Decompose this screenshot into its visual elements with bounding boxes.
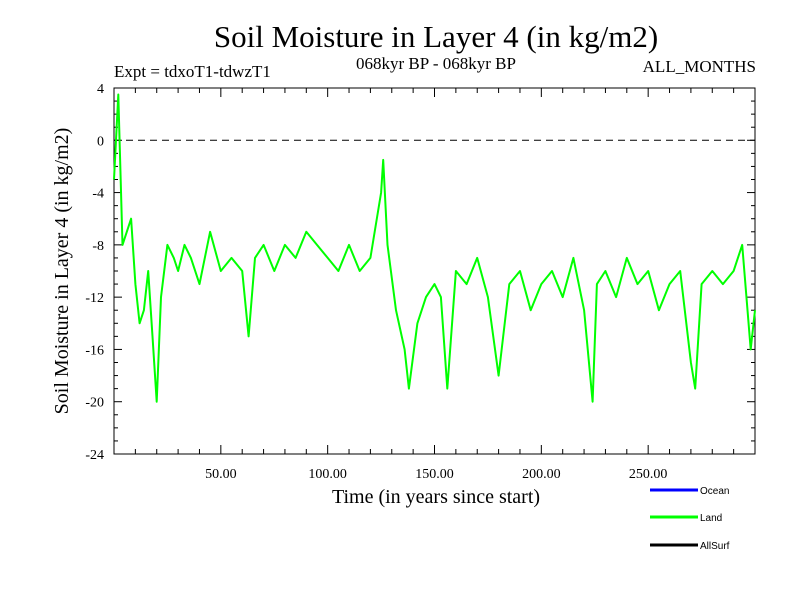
legend-label-allsurf: AllSurf [700, 541, 730, 552]
y-tick-label: -4 [92, 187, 104, 202]
y-tick-label: 4 [97, 82, 104, 97]
x-axis-label: Time (in years since start) [332, 486, 540, 508]
y-tick-label: -8 [92, 239, 104, 254]
x-tick-label: 200.00 [522, 467, 561, 482]
y-tick-label: -12 [85, 291, 104, 306]
chart-title: Soil Moisture in Layer 4 (in kg/m2) [214, 19, 658, 54]
legend-label-land: Land [700, 513, 722, 524]
experiment-label: Expt = tdxoT1-tdwzT1 [114, 62, 271, 81]
x-axis: 50.00 100.00 150.00 200.00 250.00 [134, 88, 735, 482]
y-tick-label: -20 [85, 396, 104, 411]
y-axis: 4 0 -4 -8 -12 -16 -20 -24 [85, 82, 755, 463]
series-line-land [113, 93, 756, 403]
months-label: ALL_MONTHS [643, 57, 756, 76]
x-tick-label: 50.00 [205, 467, 237, 482]
x-tick-label: 150.00 [415, 467, 454, 482]
series-layer [113, 93, 756, 403]
y-tick-label: 0 [97, 134, 104, 149]
legend: Ocean Land AllSurf [650, 486, 730, 552]
period-label: 068kyr BP - 068kyr BP [356, 54, 516, 73]
legend-label-ocean: Ocean [700, 486, 729, 497]
y-tick-label: -24 [85, 448, 104, 463]
plot-frame [113, 87, 756, 455]
y-axis-label: Soil Moisture in Layer 4 (in kg/m2) [51, 128, 73, 415]
x-tick-label: 100.00 [308, 467, 347, 482]
x-tick-label: 250.00 [629, 467, 668, 482]
y-tick-label: -16 [85, 343, 104, 358]
